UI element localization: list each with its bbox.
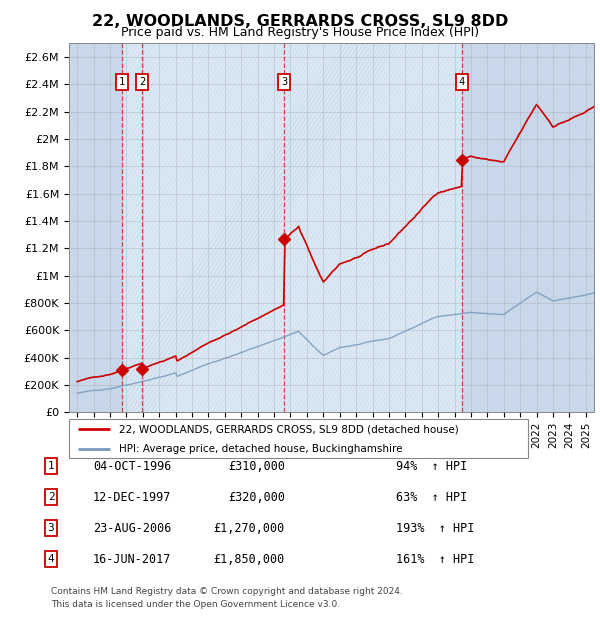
Text: 1: 1	[47, 461, 55, 471]
Text: HPI: Average price, detached house, Buckinghamshire: HPI: Average price, detached house, Buck…	[119, 444, 403, 454]
Text: 2: 2	[47, 492, 55, 502]
Text: 22, WOODLANDS, GERRARDS CROSS, SL9 8DD (detached house): 22, WOODLANDS, GERRARDS CROSS, SL9 8DD (…	[119, 425, 459, 435]
Text: 22, WOODLANDS, GERRARDS CROSS, SL9 8DD: 22, WOODLANDS, GERRARDS CROSS, SL9 8DD	[92, 14, 508, 29]
Text: Contains HM Land Registry data © Crown copyright and database right 2024.: Contains HM Land Registry data © Crown c…	[51, 587, 403, 596]
Text: 3: 3	[281, 77, 287, 87]
Text: 3: 3	[47, 523, 55, 533]
Text: This data is licensed under the Open Government Licence v3.0.: This data is licensed under the Open Gov…	[51, 600, 340, 609]
Text: 4: 4	[47, 554, 55, 564]
Text: 94%  ↑ HPI: 94% ↑ HPI	[396, 460, 467, 472]
Text: 161%  ↑ HPI: 161% ↑ HPI	[396, 553, 475, 565]
Text: Price paid vs. HM Land Registry's House Price Index (HPI): Price paid vs. HM Land Registry's House …	[121, 26, 479, 39]
Text: 04-OCT-1996: 04-OCT-1996	[93, 460, 172, 472]
Text: 193%  ↑ HPI: 193% ↑ HPI	[396, 522, 475, 534]
FancyBboxPatch shape	[69, 419, 528, 458]
Text: 23-AUG-2006: 23-AUG-2006	[93, 522, 172, 534]
Text: 16-JUN-2017: 16-JUN-2017	[93, 553, 172, 565]
Text: 4: 4	[459, 77, 465, 87]
Text: £1,270,000: £1,270,000	[214, 522, 285, 534]
Text: 12-DEC-1997: 12-DEC-1997	[93, 491, 172, 503]
Text: £310,000: £310,000	[228, 460, 285, 472]
Text: 63%  ↑ HPI: 63% ↑ HPI	[396, 491, 467, 503]
Text: £1,850,000: £1,850,000	[214, 553, 285, 565]
Text: £320,000: £320,000	[228, 491, 285, 503]
Text: 2: 2	[139, 77, 145, 87]
Text: 1: 1	[119, 77, 125, 87]
